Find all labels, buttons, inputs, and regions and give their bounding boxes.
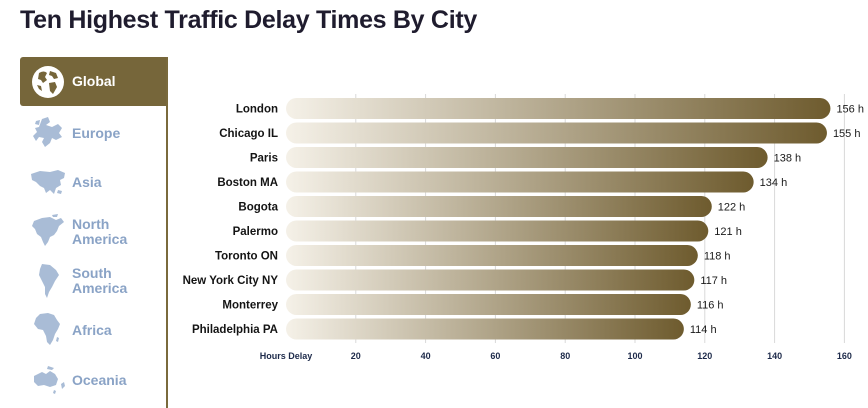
sidebar-item-asia[interactable]: Asia xyxy=(20,157,166,207)
value-label: 118 h xyxy=(704,251,731,263)
city-label: Philadelphia PA xyxy=(192,324,278,336)
value-label: 114 h xyxy=(690,324,717,336)
north-america-map-icon xyxy=(24,212,72,252)
city-label: Monterrey xyxy=(222,300,278,312)
bar xyxy=(286,122,827,144)
city-label: New York City NY xyxy=(183,275,279,287)
bar xyxy=(286,245,698,266)
x-tick-label: 160 xyxy=(837,351,852,361)
sidebar-item-global[interactable]: Global xyxy=(20,57,166,106)
sidebar-item-label: South America xyxy=(72,265,128,296)
asia-map-icon xyxy=(24,162,72,202)
region-sidebar: Global Europe Asia North America xyxy=(20,57,168,408)
sidebar-item-label: Europe xyxy=(72,124,121,141)
x-tick-label: 100 xyxy=(627,351,642,361)
value-label: 121 h xyxy=(714,226,742,238)
sidebar-item-label: Global xyxy=(72,73,116,89)
city-label: Paris xyxy=(250,153,278,165)
value-label: 156 h xyxy=(836,104,864,116)
sidebar-item-oceania[interactable]: Oceania xyxy=(20,355,166,405)
city-label: Chicago IL xyxy=(219,128,278,140)
oceania-map-icon xyxy=(24,360,72,400)
value-label: 117 h xyxy=(700,275,727,287)
bar xyxy=(286,269,695,291)
value-label: 134 h xyxy=(760,177,788,189)
bar xyxy=(286,318,684,340)
sidebar-item-south-america[interactable]: South America xyxy=(20,256,166,306)
globe-icon xyxy=(24,62,72,102)
sidebar-item-europe[interactable]: Europe xyxy=(20,108,166,158)
africa-map-icon xyxy=(24,310,72,350)
x-tick-label: 20 xyxy=(351,351,361,361)
x-tick-label: 120 xyxy=(697,351,712,361)
sidebar-item-africa[interactable]: Africa xyxy=(20,305,166,355)
bar xyxy=(286,98,831,119)
value-label: 138 h xyxy=(774,153,802,165)
city-label: Toronto ON xyxy=(215,251,278,263)
city-label: London xyxy=(236,104,278,116)
x-tick-label: 140 xyxy=(767,351,782,361)
bar xyxy=(286,147,768,168)
sidebar-item-north-america[interactable]: North America xyxy=(20,207,166,257)
x-tick-label: 80 xyxy=(560,351,570,361)
sidebar-item-label: Asia xyxy=(72,173,102,190)
bar xyxy=(286,196,712,217)
city-label: Boston MA xyxy=(217,177,278,189)
bar xyxy=(286,220,709,242)
x-tick-label: 40 xyxy=(421,351,431,361)
value-label: 155 h xyxy=(833,128,861,140)
europe-map-icon xyxy=(24,113,72,153)
bar xyxy=(286,294,691,315)
south-america-map-icon xyxy=(24,261,72,301)
city-label: Palermo xyxy=(233,226,278,238)
sidebar-item-label: North America xyxy=(72,216,128,247)
x-tick-label: 60 xyxy=(490,351,500,361)
city-label: Bogota xyxy=(238,202,278,214)
x-axis-title: Hours Delay xyxy=(260,351,313,361)
value-label: 116 h xyxy=(697,300,724,312)
bar xyxy=(286,171,754,193)
sidebar-item-label: Africa xyxy=(72,321,112,338)
sidebar-item-label: Oceania xyxy=(72,371,127,388)
value-label: 122 h xyxy=(718,202,746,214)
page-title: Ten Highest Traffic Delay Times By City xyxy=(20,6,477,34)
